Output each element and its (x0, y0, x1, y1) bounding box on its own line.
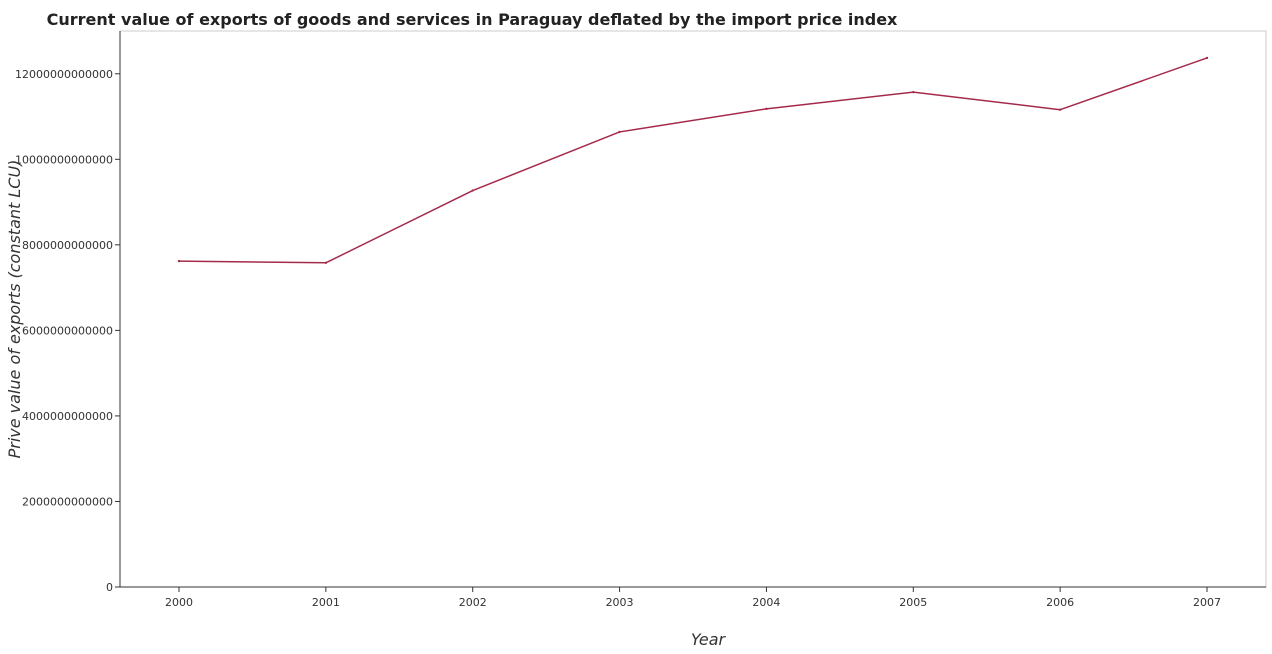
y-axis-title: Prive value of exports (constant LCU) (5, 160, 24, 459)
x-tick-label: 2005 (899, 596, 927, 609)
plot-area-frame (119, 30, 1267, 588)
x-tick-label: 2004 (752, 596, 780, 609)
data-point (177, 259, 181, 263)
series-layer (177, 56, 1209, 265)
series-line (178, 57, 1208, 264)
y-tick-label: 8000000000000 (22, 239, 113, 252)
chart-title: Current value of exports of goods and se… (47, 10, 898, 29)
y-tick-label: 6000000000000 (22, 324, 113, 337)
x-tick-label: 2006 (1046, 596, 1074, 609)
x-tick-label: 2000 (165, 596, 193, 609)
data-point (324, 261, 328, 265)
x-tick-label: 2002 (459, 596, 487, 609)
x-axis-title: Year (691, 630, 727, 649)
y-axis: 0 2000000000000 4000000000000 6000000000000… (15, 31, 121, 594)
y-tick-label: 10000000000000 (15, 153, 113, 166)
x-axis: 2000 2001 2002 2003 2004 2005 2006 2007 (120, 586, 1266, 609)
x-tick-label: 2001 (312, 596, 340, 609)
data-point (618, 130, 621, 134)
y-tick-label: 0 (106, 581, 113, 594)
data-point (1058, 108, 1062, 111)
y-tick-label: 4000000000000 (22, 410, 113, 423)
x-tick-label: 2007 (1193, 596, 1221, 609)
x-tick-label: 2003 (606, 596, 634, 609)
data-point (912, 90, 915, 94)
data-point (765, 107, 768, 111)
data-point (471, 189, 474, 192)
y-tick-label: 2000000000000 (22, 495, 113, 508)
data-point (1205, 56, 1209, 60)
y-tick-label: 12000000000000 (15, 68, 113, 81)
